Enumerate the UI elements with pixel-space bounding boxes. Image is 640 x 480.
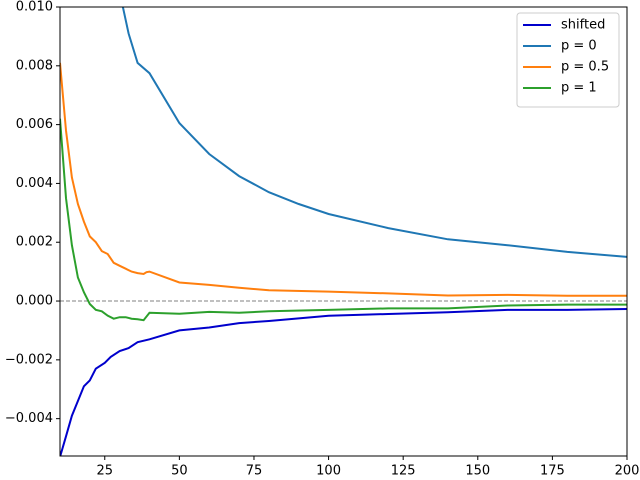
y-tick-label: 0.002 (16, 235, 53, 250)
x-tick-label: 125 (391, 464, 416, 479)
y-tick-label: 0.008 (16, 58, 53, 73)
x-tick-label: 175 (540, 464, 565, 479)
y-tick-label: −0.002 (5, 352, 53, 367)
x-tick-label: 200 (615, 464, 640, 479)
y-tick-label: −0.004 (5, 411, 53, 426)
x-tick-label: 150 (465, 464, 490, 479)
series-line (121, 7, 627, 258)
x-tick-label: 100 (316, 464, 341, 479)
legend-label: p = 1 (561, 81, 597, 96)
legend-label: p = 0.5 (561, 60, 609, 75)
x-tick-label: 25 (96, 464, 113, 479)
y-tick-label: 0.006 (16, 117, 53, 132)
y-tick-label: 0.004 (16, 176, 53, 191)
x-tick-label: 75 (246, 464, 263, 479)
axes-frame (59, 6, 628, 457)
plot-area (60, 7, 627, 456)
legend-label: p = 0 (561, 39, 597, 54)
y-tick-label: 0.010 (16, 0, 53, 15)
series-line (60, 62, 627, 297)
y-tick-label: 0.000 (16, 294, 53, 309)
series-line (60, 308, 627, 456)
series-line (60, 118, 627, 322)
legend-box (516, 12, 620, 108)
x-tick-label: 50 (171, 464, 188, 479)
legend-label: shifted (561, 18, 605, 33)
